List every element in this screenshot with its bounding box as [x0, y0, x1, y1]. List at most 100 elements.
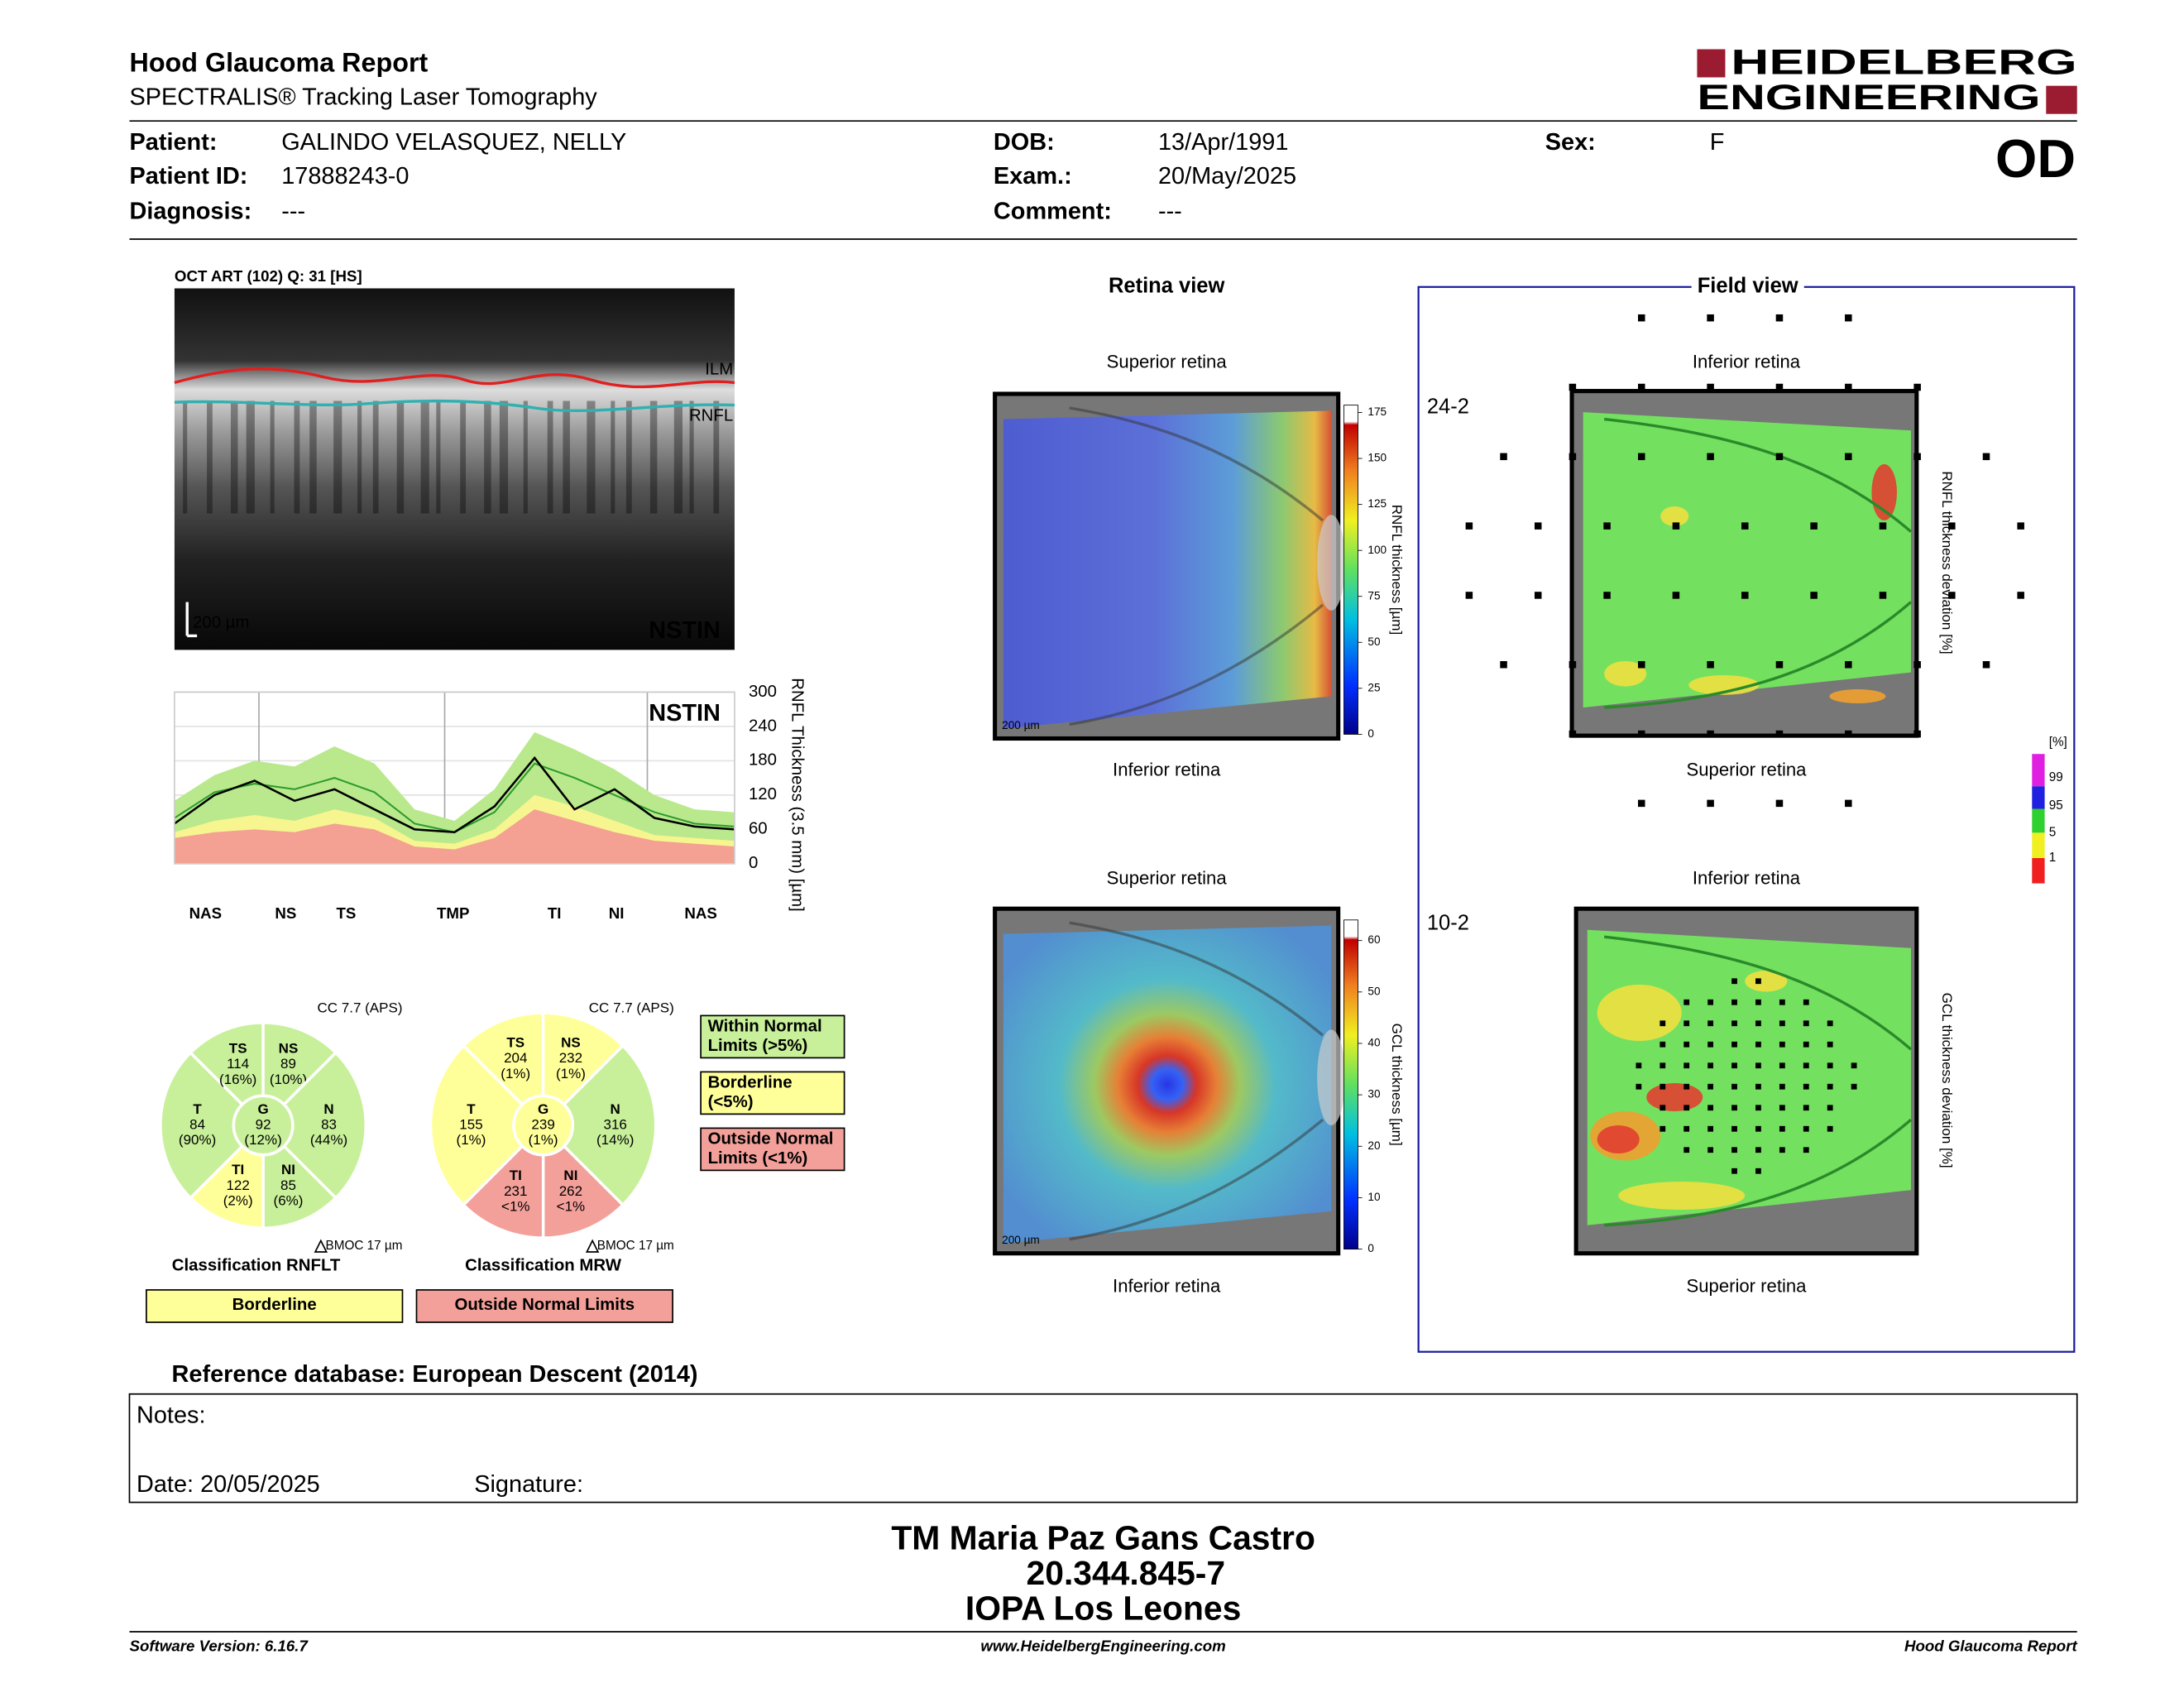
colorbar-tick-label: 40 — [1367, 1037, 1381, 1049]
colorbar-tick-label: 0 — [1367, 1242, 1374, 1254]
test-point — [1500, 661, 1507, 669]
deviation-patch — [1597, 1125, 1640, 1153]
logo-square — [1697, 49, 1726, 78]
vessel — [1069, 921, 1324, 1241]
colorbar — [1343, 405, 1358, 735]
sector — [261, 1050, 367, 1201]
colorbar-tick-label: 100 — [1367, 544, 1387, 556]
retina-label: Inferior retina — [1113, 759, 1221, 779]
test-point — [1779, 1125, 1785, 1132]
sector-label: NI — [281, 1162, 295, 1177]
test-point — [1851, 1083, 1857, 1090]
test-point — [1660, 1062, 1666, 1069]
sector-percent: (44%) — [310, 1132, 347, 1148]
test-point — [1707, 453, 1714, 461]
test-point — [1845, 799, 1852, 808]
sector-label: T — [467, 1101, 476, 1117]
delta-icon — [585, 1239, 600, 1253]
test-point — [1638, 314, 1645, 322]
test-point — [1779, 1062, 1785, 1069]
test-point — [1913, 383, 1921, 391]
deviation-swatch — [2032, 808, 2045, 833]
vessel — [1069, 406, 1324, 727]
result-label: Outside Normal Limits — [454, 1296, 635, 1314]
test-point — [1636, 1083, 1642, 1090]
sector-percent: (16%) — [219, 1072, 256, 1087]
notes-date: Date: 20/05/2025 — [136, 1471, 320, 1498]
colorbar-tick-label: 25 — [1367, 681, 1380, 693]
ilm-line — [174, 367, 735, 389]
test-point — [1707, 1105, 1714, 1111]
deviation-swatch — [2032, 858, 2045, 884]
colorbar-tick-label: 75 — [1367, 589, 1380, 602]
deviation-patch — [1618, 1182, 1746, 1210]
sector-label: NS — [279, 1040, 299, 1056]
test-point — [1803, 1020, 1809, 1027]
test-point — [1810, 592, 1818, 599]
test-point — [1465, 522, 1473, 530]
test-point — [1741, 592, 1749, 599]
test-point — [1731, 1041, 1737, 1048]
test-point — [1731, 1083, 1737, 1090]
deviation-patch — [1597, 985, 1682, 1041]
field-value: --- — [1158, 198, 1182, 224]
test-point — [1684, 999, 1690, 1005]
sector-value: 122 — [226, 1177, 249, 1193]
sector-label: NI — [609, 904, 625, 922]
report-title: Hood Glaucoma Report — [129, 48, 428, 78]
sector-label: TI — [510, 1168, 522, 1183]
sector-label: G — [538, 1101, 548, 1117]
sector-value: 84 — [189, 1116, 205, 1132]
sector-label: TMP — [437, 904, 469, 922]
sector-percent: (12%) — [244, 1132, 281, 1148]
thickness-map — [1003, 925, 1332, 1244]
oct-shadow — [207, 400, 213, 514]
test-point — [1638, 383, 1645, 391]
deviation-swatch — [2032, 786, 2045, 809]
oct-shadow — [563, 400, 570, 514]
deviation-map — [1587, 929, 1911, 1225]
oct-shadow — [484, 400, 491, 514]
scale-label: 200 µm — [193, 613, 249, 631]
test-point — [1755, 1020, 1761, 1027]
test-point — [1827, 1125, 1833, 1132]
test-point — [1879, 522, 1887, 530]
field-label: Patient: — [129, 129, 217, 156]
test-point — [1707, 1083, 1714, 1090]
test-point — [1638, 661, 1645, 669]
test-point — [1731, 1020, 1737, 1027]
test-point — [1755, 1062, 1761, 1069]
test-point — [1775, 730, 1784, 738]
test-point — [1779, 1041, 1785, 1048]
test-point — [1810, 522, 1818, 530]
y-tick-label: 240 — [749, 717, 777, 735]
oct-shadow — [523, 400, 528, 514]
sector-label: N — [323, 1101, 333, 1117]
test-point — [1827, 1105, 1833, 1111]
colorbar-tick-label: 20 — [1367, 1139, 1381, 1152]
field-label: Patient ID: — [129, 163, 247, 189]
test-point — [1845, 453, 1852, 461]
test-point — [1500, 453, 1507, 461]
sector-percent: <1% — [501, 1199, 530, 1215]
test-point — [1879, 592, 1887, 599]
plot-frame — [174, 691, 735, 865]
test-point — [1845, 730, 1852, 738]
oct-shadow — [649, 400, 658, 514]
test-point — [2017, 522, 2024, 530]
test-point — [1731, 1147, 1737, 1153]
test-point — [1755, 1147, 1761, 1153]
bmo-label: BMOC 17 µm — [325, 1239, 402, 1253]
test-point — [1684, 1062, 1690, 1069]
test-point — [1775, 453, 1784, 461]
test-point — [1913, 730, 1921, 738]
logo-text: ENGINEERING — [1697, 79, 2040, 117]
sector-value: 83 — [321, 1116, 337, 1132]
test-point — [1913, 661, 1921, 669]
sector — [188, 1021, 265, 1129]
test-point — [1741, 522, 1749, 530]
test-point — [1948, 592, 1956, 599]
sector-percent: (1%) — [529, 1132, 558, 1148]
legend-label: Within Normal — [708, 1017, 822, 1035]
test-point — [1638, 453, 1645, 461]
